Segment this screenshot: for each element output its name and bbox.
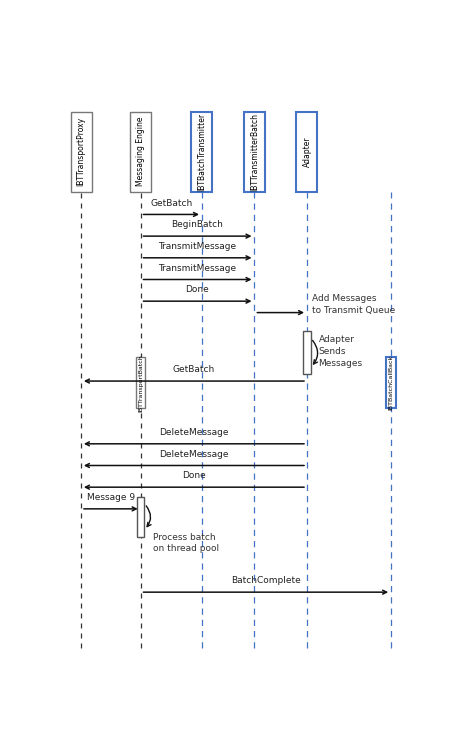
Text: Message 9: Message 9 bbox=[87, 493, 134, 502]
Text: IBTBatchTransmitter: IBTBatchTransmitter bbox=[197, 113, 206, 190]
Bar bbox=[136, 497, 144, 536]
Bar bbox=[70, 112, 92, 192]
Text: Add Messages
to Transmit Queue: Add Messages to Transmit Queue bbox=[312, 294, 395, 315]
Text: IBTTransmitterBatch: IBTTransmitterBatch bbox=[249, 113, 258, 190]
Text: Adapter: Adapter bbox=[302, 136, 311, 167]
Text: BeginBatch: BeginBatch bbox=[171, 220, 223, 229]
Bar bbox=[385, 357, 395, 408]
Text: GetBatch: GetBatch bbox=[150, 199, 192, 207]
Text: Adapter
Sends
Messages: Adapter Sends Messages bbox=[318, 335, 362, 368]
Bar bbox=[303, 331, 310, 374]
Bar bbox=[130, 112, 151, 192]
Text: Messaging Engine: Messaging Engine bbox=[136, 117, 145, 187]
Bar bbox=[296, 112, 317, 192]
Text: Done: Done bbox=[185, 285, 209, 294]
Text: DeleteMessage: DeleteMessage bbox=[159, 428, 228, 437]
Text: TransmitMessage: TransmitMessage bbox=[158, 242, 236, 251]
Bar bbox=[191, 112, 212, 192]
Text: DeleteMessage: DeleteMessage bbox=[159, 450, 228, 459]
Text: Process batch
on thread pool: Process batch on thread pool bbox=[152, 533, 218, 554]
Text: IBTTransportProxy: IBTTransportProxy bbox=[76, 117, 85, 186]
Bar bbox=[135, 357, 145, 408]
Text: GetBatch: GetBatch bbox=[172, 365, 215, 374]
Text: IBTTransportBatch: IBTTransportBatch bbox=[138, 354, 143, 412]
Text: IBTBatchCallBack: IBTBatchCallBack bbox=[388, 355, 393, 411]
Bar bbox=[244, 112, 264, 192]
Text: BatchComplete: BatchComplete bbox=[230, 576, 300, 585]
Text: Done: Done bbox=[182, 471, 205, 480]
Text: TransmitMessage: TransmitMessage bbox=[158, 264, 236, 273]
